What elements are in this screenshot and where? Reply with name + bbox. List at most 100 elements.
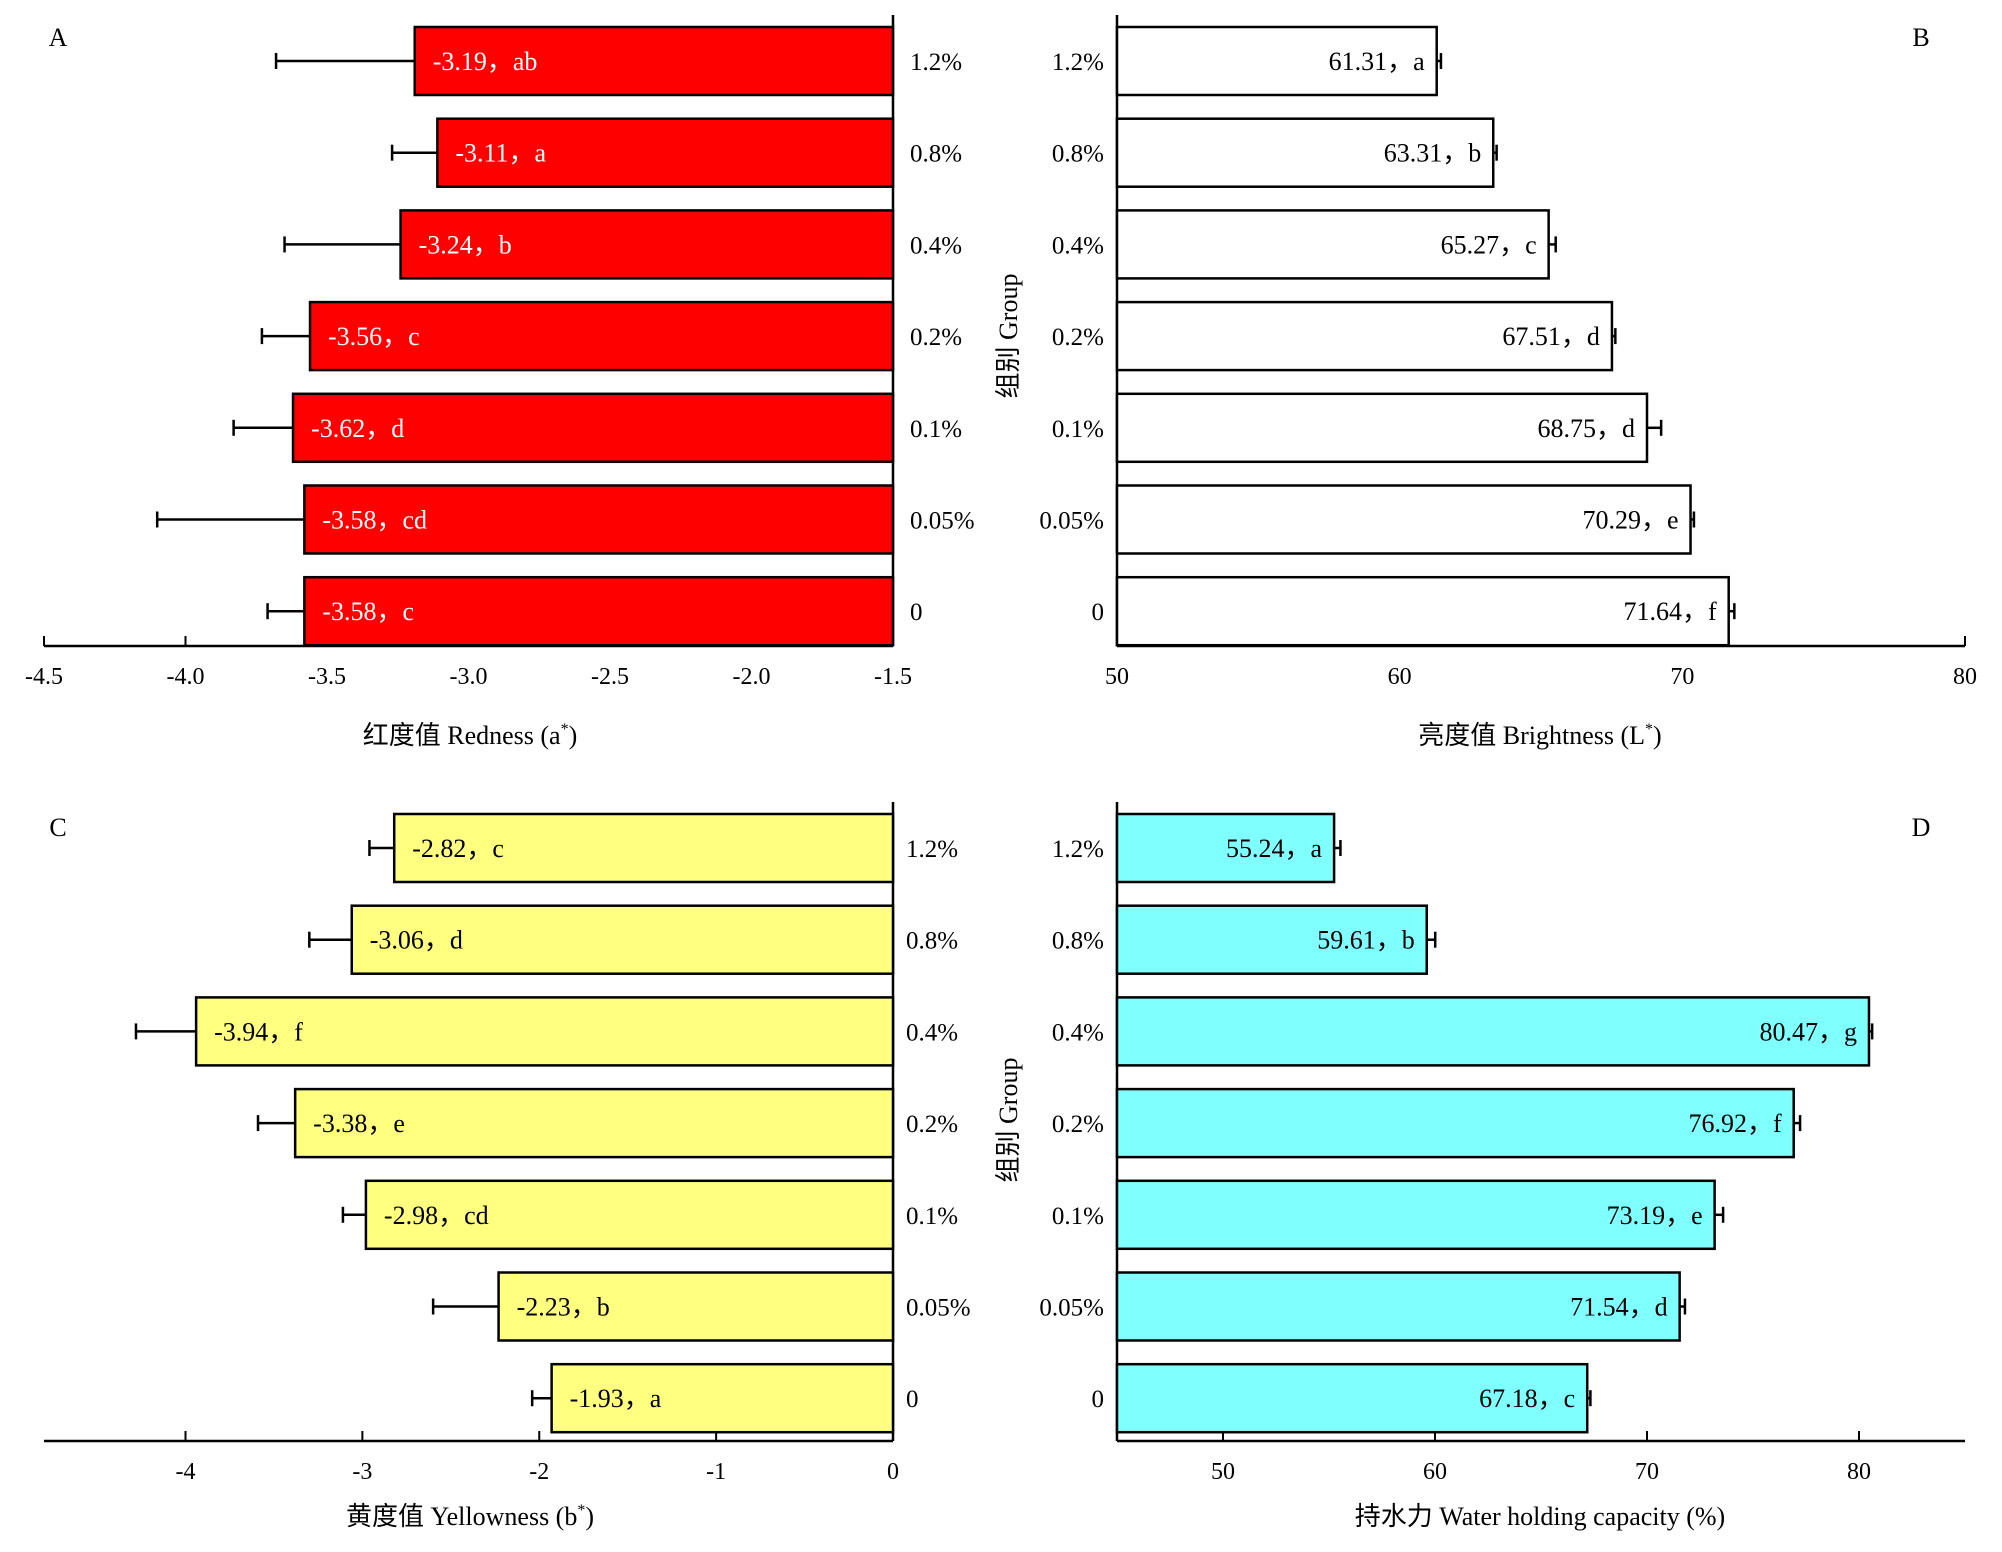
x-tick-label: -1.5 (874, 664, 912, 690)
bar (1115, 575, 1730, 647)
data-label: 70.29，e (1582, 506, 1678, 535)
data-label: 73.19，e (1607, 1201, 1703, 1230)
x-tick-label: -1 (706, 1459, 726, 1485)
bar (1115, 1271, 1681, 1342)
y-axis-title: 组别 Group (994, 274, 1023, 399)
data-label: -2.23，b (517, 1293, 610, 1322)
category-label: 0 (1092, 599, 1105, 626)
panel-letter: B (1912, 23, 1929, 52)
data-label: 63.31，b (1384, 139, 1482, 168)
data-label: -2.98，cd (384, 1201, 489, 1230)
bar (308, 300, 895, 372)
x-axis-title: 亮度值 Brightness (L*) (1418, 721, 1661, 750)
panel-letter: D (1912, 813, 1931, 842)
bar (392, 812, 895, 884)
bar (293, 1087, 895, 1159)
x-tick-label: -2.0 (733, 664, 771, 690)
y-axis-title: 组别 Group (994, 1058, 1023, 1183)
x-tick-label: 60 (1388, 664, 1412, 690)
panel-c-yellowness-chart: C -4 -3 -2 -1 0 黄度值 Yellowness (b*) 1.2% -2.82，c… (44, 802, 971, 1531)
bar (350, 904, 895, 975)
data-label: 55.24，a (1226, 834, 1323, 863)
x-axis-title: 持水力 Water holding capacity (%) (1355, 1502, 1725, 1531)
x-tick-label: -2.5 (591, 664, 629, 690)
category-label: 0.2% (906, 1111, 958, 1138)
category-label: 0.8% (910, 141, 962, 168)
category-label: 1.2% (1052, 836, 1104, 863)
x-axis-title: 红度值 Redness (a*) (363, 721, 578, 750)
x-tick-label: -2 (529, 1459, 549, 1485)
category-label: 0.1% (906, 1203, 958, 1230)
category-label: 0 (910, 599, 923, 626)
category-label: 1.2% (1052, 49, 1104, 76)
x-tick-label: 0 (887, 1459, 899, 1485)
data-label: -3.62，d (311, 414, 404, 443)
x-tick-label: -3.5 (308, 664, 346, 690)
data-label: 59.61，b (1317, 926, 1415, 955)
category-label: 0.1% (1052, 416, 1104, 443)
category-label: 0.05% (1039, 508, 1104, 535)
data-label: -3.94，f (214, 1017, 303, 1046)
panel-a-redness-chart: A -4.5 -4.0 -3.5 -3.0 -2.5 -2.0 -1.5 红度值 Redness… (25, 15, 975, 750)
data-label: 76.92，f (1689, 1109, 1783, 1138)
category-label: 0.1% (1052, 1203, 1104, 1230)
x-tick-label: 70 (1635, 1459, 1659, 1485)
category-label: 0.4% (1052, 232, 1104, 259)
data-label: -3.19，ab (433, 47, 538, 76)
panel-letter: C (49, 813, 66, 842)
category-label: 0.4% (906, 1019, 958, 1046)
x-tick-label: -4.0 (167, 664, 205, 690)
bar (1115, 25, 1438, 97)
bar (1115, 1087, 1795, 1159)
bar (413, 25, 895, 97)
category-label: 1.2% (906, 836, 958, 863)
category-label: 0.8% (906, 928, 958, 955)
category-label: 0.05% (1039, 1295, 1104, 1322)
data-label: -3.11，a (455, 139, 546, 168)
category-label: 0.05% (906, 1295, 971, 1322)
bar (1115, 209, 1550, 280)
bar (1115, 904, 1428, 975)
x-tick-label: -4.5 (25, 664, 63, 690)
data-label: 67.51，d (1502, 322, 1600, 351)
bar (1115, 1362, 1589, 1434)
category-label: 0 (1092, 1386, 1105, 1413)
x-tick-label: 80 (1847, 1459, 1871, 1485)
category-label: 0.2% (910, 324, 962, 351)
category-label: 0.2% (1052, 324, 1104, 351)
x-tick-label: -3 (352, 1459, 372, 1485)
data-label: -3.06，d (370, 926, 463, 955)
x-tick-label: 50 (1211, 1459, 1235, 1485)
x-tick-label: 70 (1670, 664, 1694, 690)
x-tick-label: -3.0 (450, 664, 488, 690)
data-label: 68.75，d (1537, 414, 1635, 443)
data-label: 71.54，d (1570, 1293, 1668, 1322)
category-label: 0.2% (1052, 1111, 1104, 1138)
data-label: 71.64，f (1624, 597, 1718, 626)
bar (1115, 996, 1871, 1067)
data-label: 80.47，g (1759, 1017, 1857, 1046)
data-label: -3.38，e (313, 1109, 405, 1138)
bar (436, 117, 895, 188)
data-label: 61.31，a (1329, 47, 1426, 76)
category-label: 0.1% (910, 416, 962, 443)
category-label: 0.8% (1052, 928, 1104, 955)
data-label: -1.93，a (570, 1384, 662, 1413)
data-label: -3.56，c (328, 322, 420, 351)
bar (1115, 117, 1495, 188)
panel-letter: A (49, 23, 68, 52)
bar (1115, 1179, 1716, 1251)
x-tick-label: 50 (1105, 664, 1129, 690)
data-label: -3.24，b (419, 230, 512, 259)
x-tick-label: 80 (1953, 664, 1977, 690)
bar (291, 392, 895, 464)
bar (303, 575, 895, 647)
x-tick-label: -4 (176, 1459, 196, 1485)
category-label: 0 (906, 1386, 919, 1413)
category-label: 1.2% (910, 49, 962, 76)
bar (1115, 392, 1649, 464)
bar (1115, 484, 1692, 555)
category-label: 0.4% (910, 232, 962, 259)
data-label: 65.27，c (1441, 230, 1537, 259)
